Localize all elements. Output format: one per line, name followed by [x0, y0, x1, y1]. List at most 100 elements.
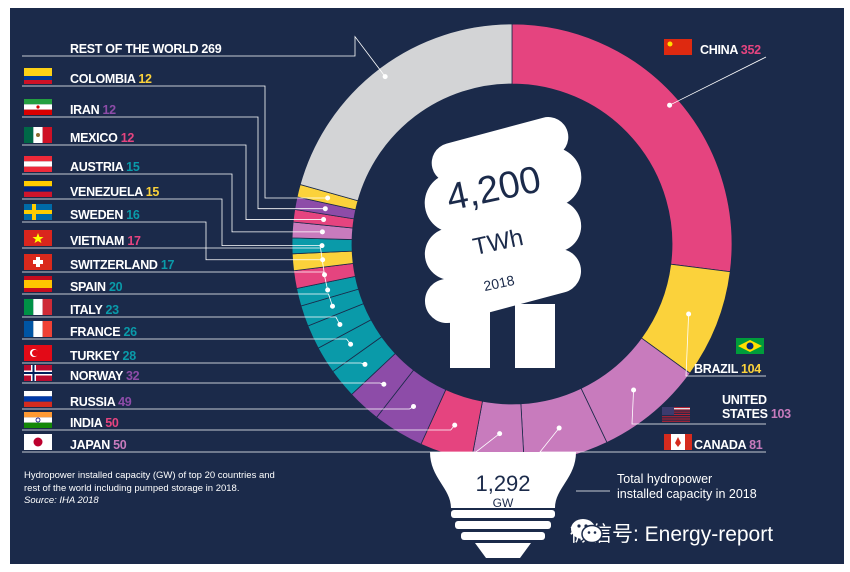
leader-france [22, 338, 351, 345]
label-russia: RUSSIA 49 [70, 395, 132, 409]
flag-venezuela-icon [24, 181, 52, 197]
label-turkey: TURKEY 28 [70, 349, 136, 363]
value-venezuela: 15 [146, 185, 160, 199]
flag-switzerland-icon [24, 254, 52, 270]
leader-dot-venezuela [319, 243, 325, 249]
flag-russia-icon [24, 391, 52, 407]
center-year: 2018 [482, 272, 516, 294]
total-caption-line1: Total hydropower [617, 472, 713, 486]
leader-lines [22, 35, 767, 453]
leader-switzerland [22, 271, 329, 291]
leader-dot-norway [381, 381, 387, 387]
country-flags [24, 39, 764, 450]
value-iran: 12 [103, 103, 117, 117]
leader-dot-turkey [362, 361, 368, 367]
caption-line2: rest of the world including pumped stora… [24, 482, 240, 494]
leader-brazil [685, 313, 766, 377]
flag-spain-icon [24, 276, 52, 292]
label-france: FRANCE 26 [70, 325, 137, 339]
flag-sweden-icon [24, 204, 52, 220]
hydropower-infographic: CHINA 352 BRAZIL 104 UNITED STATES 103 CANAD… [10, 8, 844, 564]
flag-italy-icon [24, 299, 52, 315]
leader-dot-russia [411, 403, 417, 409]
label-mexico: MEXICO 12 [70, 131, 134, 145]
leader-dot-mexico [321, 217, 327, 223]
label-venezuela: VENEZUELA 15 [70, 185, 159, 199]
leader-dot-india [452, 422, 458, 428]
label-china: CHINA 352 [700, 43, 761, 57]
value-vietnam: 17 [127, 234, 141, 248]
label-india: INDIA 50 [70, 416, 119, 430]
leader-venezuela [22, 198, 323, 247]
label-vietnam: VIETNAM 17 [70, 234, 141, 248]
leader-dot-colombia [325, 195, 331, 201]
slice-rest-of-the-world [299, 23, 513, 202]
flag-colombia-icon [24, 68, 52, 84]
value-italy: 23 [105, 303, 119, 317]
value-china: 352 [741, 43, 761, 57]
label-sweden: SWEDEN 16 [70, 208, 140, 222]
leader-turkey [22, 362, 366, 365]
label-norway: NORWAY 32 [70, 369, 140, 383]
label-colombia: COLOMBIA 12 [70, 72, 152, 86]
leader-dot-united-states [631, 387, 637, 393]
value-switzerland: 17 [161, 258, 175, 272]
wechat-icon [571, 519, 603, 544]
leader-china [669, 56, 767, 106]
leader-dot-italy [337, 322, 343, 328]
label-japan: JAPAN 50 [70, 438, 127, 452]
total-caption-line2: installed capacity in 2018 [617, 487, 757, 501]
value-spain: 20 [109, 280, 123, 294]
value-austria: 15 [126, 160, 140, 174]
flag-vietnam-icon [24, 230, 52, 246]
leader-mexico [22, 144, 324, 220]
leader-sweden [22, 221, 323, 261]
value-mexico: 12 [121, 131, 135, 145]
value-india: 50 [105, 416, 119, 430]
value-colombia: 12 [138, 72, 152, 86]
flag-brazil-icon [736, 338, 764, 354]
leader-dot-switzerland [325, 287, 331, 293]
leader-austria [22, 173, 323, 233]
label-brazil: BRAZIL 104 [694, 362, 761, 376]
flag-india-icon [24, 412, 52, 428]
label-canada: CANADA 81 [694, 438, 763, 452]
label-italy: ITALY 23 [70, 303, 119, 317]
flag-mexico-icon [24, 127, 52, 143]
label-rest-of-the-world: REST OF THE WORLD 269 [70, 42, 222, 56]
value-united-states: 103 [771, 407, 791, 421]
value-brazil: 104 [741, 362, 761, 376]
label-united-states-line1: UNITED [722, 393, 767, 407]
flag-norway-icon [24, 365, 52, 381]
value-norway: 32 [126, 369, 140, 383]
leader-dot-china [667, 102, 673, 108]
bulb-icon [424, 117, 582, 558]
slice-china [511, 23, 733, 273]
flag-france-icon [24, 321, 52, 337]
total-capacity-caption: Total hydropower installed capacity in 2… [617, 472, 757, 502]
leader-dot-sweden [320, 257, 326, 263]
label-iran: IRAN 12 [70, 103, 116, 117]
caption-source: Source: IHA 2018 [24, 495, 99, 506]
value-japan: 50 [113, 438, 127, 452]
value-rest-of-the-world: 269 [201, 42, 221, 56]
value-sweden: 16 [126, 208, 140, 222]
leader-spain [22, 293, 333, 307]
flag-iran-icon [24, 99, 52, 115]
watermark: 微信号: Energy-report [570, 518, 773, 548]
flag-china-icon [664, 39, 692, 55]
leader-dot-spain [329, 303, 335, 309]
leader-iran [22, 116, 326, 210]
label-spain: SPAIN 20 [70, 280, 123, 294]
leader-dot-austria [319, 229, 325, 235]
flag-austria-icon [24, 156, 52, 172]
leader-dot-rest-of-the-world [382, 74, 388, 80]
leader-dot-japan [497, 431, 503, 437]
value-france: 26 [123, 325, 137, 339]
chart-caption: Hydropower installed capacity (GW) of to… [24, 470, 324, 508]
leader-italy [22, 316, 341, 325]
value-russia: 49 [118, 395, 132, 409]
total-capacity-unit: GW [493, 496, 514, 510]
